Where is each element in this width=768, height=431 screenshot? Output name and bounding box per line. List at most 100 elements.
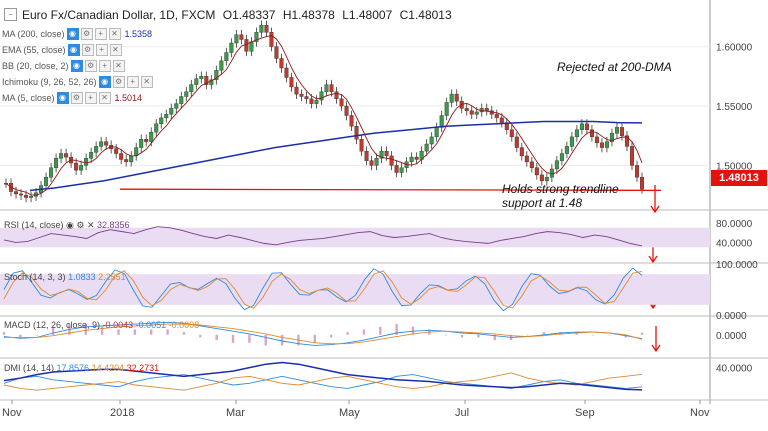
candle-body: [509, 129, 514, 138]
eye-icon[interactable]: ◉: [98, 75, 111, 88]
indicator-row[interactable]: MA (200, close) ◉ ⚙ + ✕ 1.5358: [2, 26, 152, 41]
macd-histogram-bar: [608, 334, 611, 336]
plus-icon[interactable]: +: [84, 91, 97, 104]
plus-icon[interactable]: +: [95, 43, 108, 56]
macd-histogram-bar: [280, 334, 284, 346]
gear-icon[interactable]: ⚙: [80, 27, 93, 40]
gear-icon[interactable]: ⚙: [84, 59, 97, 72]
close-icon[interactable]: ✕: [112, 59, 125, 72]
dmi-minus-line: [3, 372, 643, 391]
indicator-label: MA (5, close): [2, 92, 55, 103]
candle-body: [604, 141, 609, 148]
candle-body: [139, 139, 144, 148]
ohlc-low: L1.48007: [342, 8, 393, 22]
candle-body: [444, 102, 449, 116]
down-arrow-head: [651, 344, 661, 353]
candle-body: [184, 91, 189, 97]
plus-icon[interactable]: +: [126, 75, 139, 88]
macd-histogram-bar: [477, 334, 480, 338]
collapse-icon[interactable]: −: [4, 8, 17, 21]
dmi-minus-value: 14.4204: [91, 363, 125, 373]
candle-body: [354, 125, 359, 140]
macd-histogram-bar: [395, 324, 398, 335]
indicator-row[interactable]: EMA (55, close) ◉ ⚙ + ✕: [2, 42, 122, 57]
candle-body: [244, 39, 249, 52]
dmi-adx-line: [3, 361, 643, 391]
indicator-label: Ichimoku (9, 26, 52, 26): [2, 76, 97, 87]
last-price-tag: 1.48013: [711, 170, 767, 186]
candle-body: [234, 34, 239, 44]
macd-histogram-bar: [231, 334, 235, 343]
macd-label: MACD (12, 26, close, 9): [4, 320, 101, 330]
candle-body: [374, 158, 379, 166]
plus-icon[interactable]: +: [98, 59, 111, 72]
indicator-row[interactable]: BB (20, close, 2) ◉ ⚙ + ✕: [2, 58, 125, 73]
candle-body: [274, 46, 279, 59]
stoch-band: [0, 274, 710, 305]
candle-body: [44, 177, 49, 186]
eye-icon[interactable]: ◉: [67, 43, 80, 56]
close-icon[interactable]: ✕: [140, 75, 153, 88]
candle-body: [314, 99, 319, 104]
stoch-tick-label: 0.0000: [716, 311, 747, 322]
candle-body: [14, 191, 19, 195]
indicator-row[interactable]: Ichimoku (9, 26, 52, 26) ◉ ⚙ + ✕: [2, 74, 153, 89]
candle-body: [519, 147, 524, 157]
x-tick-label: Sep: [575, 407, 595, 419]
ma200-line: [29, 120, 643, 192]
macd-histogram-bar: [166, 329, 169, 335]
macd-histogram-bar: [329, 334, 333, 338]
candle-body: [584, 123, 589, 130]
candle-body: [29, 196, 34, 198]
candle-body: [429, 136, 434, 145]
candle-body: [379, 150, 384, 159]
stoch-label: Stoch (14, 3, 3): [4, 272, 66, 282]
close-icon[interactable]: ✕: [98, 91, 111, 104]
candle-body: [389, 155, 394, 166]
macd-histogram-bar: [51, 326, 55, 335]
close-icon[interactable]: ✕: [109, 43, 122, 56]
candle-body: [224, 52, 229, 62]
candle-body: [204, 76, 209, 85]
candle-body: [334, 91, 339, 100]
eye-icon[interactable]: ◉: [70, 59, 83, 72]
x-tick-label: Jul: [455, 407, 469, 419]
plus-icon[interactable]: +: [94, 27, 107, 40]
candle-body: [569, 136, 574, 147]
eye-icon[interactable]: ◉: [56, 91, 69, 104]
dmi-legend: DMI (14, 14) 17.8576 14.4204 32.2731: [4, 363, 159, 373]
candle-body: [559, 153, 564, 161]
close-icon[interactable]: ✕: [108, 27, 121, 40]
candle-body: [214, 70, 219, 81]
candle-body: [629, 146, 634, 166]
candle-body: [54, 158, 59, 168]
candle-body: [269, 32, 274, 47]
candle-body: [309, 98, 314, 104]
gear-icon[interactable]: ⚙: [81, 43, 94, 56]
candle-body: [64, 153, 69, 158]
indicator-row[interactable]: MA (5, close) ◉ ⚙ + ✕ 1.5014: [2, 90, 142, 105]
indicator-label: EMA (55, close): [2, 44, 66, 55]
rsi-controls[interactable]: ◉ ⚙ ✕: [66, 220, 98, 230]
macd-tick-label: 0.0000: [716, 331, 747, 342]
rsi-value: 32.8356: [97, 220, 130, 230]
candle-body: [194, 78, 199, 85]
chart-header: Euro Fx/Canadian Dollar, 1D, FXCM O1.483…: [22, 8, 456, 22]
gear-icon[interactable]: ⚙: [112, 75, 125, 88]
macd-signal-line: [4, 323, 643, 345]
symbol-title: Euro Fx/Canadian Dollar, 1D, FXCM: [22, 8, 216, 22]
ohlc-open: O1.48337: [222, 8, 276, 22]
candle-body: [174, 103, 179, 109]
eye-icon[interactable]: ◉: [66, 27, 79, 40]
candle-body: [539, 174, 544, 182]
support-trendline: [119, 188, 662, 192]
gear-icon[interactable]: ⚙: [70, 91, 83, 104]
indicator-label: MA (200, close): [2, 28, 65, 39]
rsi-label: RSI (14, close): [4, 220, 64, 230]
candle-body: [329, 84, 334, 92]
candle-body: [24, 194, 29, 198]
candle-body: [104, 141, 109, 146]
candle-body: [149, 131, 154, 142]
